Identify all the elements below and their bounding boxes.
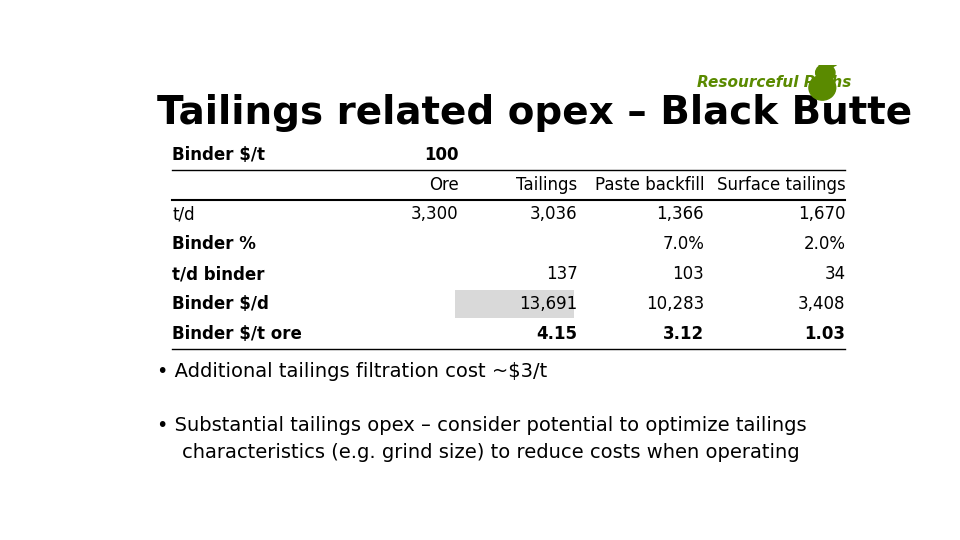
Text: 103: 103 bbox=[672, 265, 704, 284]
Text: • Substantial tailings opex – consider potential to optimize tailings
    charac: • Substantial tailings opex – consider p… bbox=[157, 416, 806, 462]
Text: 1,366: 1,366 bbox=[657, 206, 704, 224]
Text: Ore: Ore bbox=[429, 176, 459, 193]
Ellipse shape bbox=[827, 53, 836, 58]
Text: 137: 137 bbox=[546, 265, 578, 284]
Text: 34: 34 bbox=[825, 265, 846, 284]
Text: Binder $/t: Binder $/t bbox=[172, 146, 265, 164]
Text: Resourceful Paths: Resourceful Paths bbox=[697, 75, 851, 90]
Text: Paste backfill: Paste backfill bbox=[594, 176, 704, 193]
Text: 3,408: 3,408 bbox=[798, 295, 846, 313]
Text: 3,036: 3,036 bbox=[530, 206, 578, 224]
Text: 4.15: 4.15 bbox=[537, 325, 578, 343]
Text: 100: 100 bbox=[424, 146, 459, 164]
Ellipse shape bbox=[820, 51, 829, 57]
Text: Binder $/d: Binder $/d bbox=[172, 295, 269, 313]
Text: t/d: t/d bbox=[172, 206, 195, 224]
Ellipse shape bbox=[832, 57, 840, 60]
Text: Binder $/t ore: Binder $/t ore bbox=[172, 325, 302, 343]
Text: • Additional tailings filtration cost ~$3/t: • Additional tailings filtration cost ~$… bbox=[157, 362, 547, 381]
Text: 7.0%: 7.0% bbox=[662, 235, 704, 253]
Text: Surface tailings: Surface tailings bbox=[717, 176, 846, 193]
FancyBboxPatch shape bbox=[455, 290, 574, 318]
Text: Tailings related opex – Black Butte: Tailings related opex – Black Butte bbox=[157, 94, 912, 132]
Text: 3.12: 3.12 bbox=[663, 325, 704, 343]
Ellipse shape bbox=[809, 75, 836, 100]
Text: 1,670: 1,670 bbox=[798, 206, 846, 224]
Text: Tailings: Tailings bbox=[516, 176, 578, 193]
Text: t/d binder: t/d binder bbox=[172, 265, 265, 284]
Ellipse shape bbox=[816, 64, 835, 81]
Text: 3,300: 3,300 bbox=[411, 206, 459, 224]
Text: Binder %: Binder % bbox=[172, 235, 256, 253]
Text: 13,691: 13,691 bbox=[519, 295, 578, 313]
Text: 1.03: 1.03 bbox=[804, 325, 846, 343]
Text: 10,283: 10,283 bbox=[646, 295, 704, 313]
Ellipse shape bbox=[813, 53, 823, 58]
Ellipse shape bbox=[817, 57, 838, 68]
Text: 2.0%: 2.0% bbox=[804, 235, 846, 253]
